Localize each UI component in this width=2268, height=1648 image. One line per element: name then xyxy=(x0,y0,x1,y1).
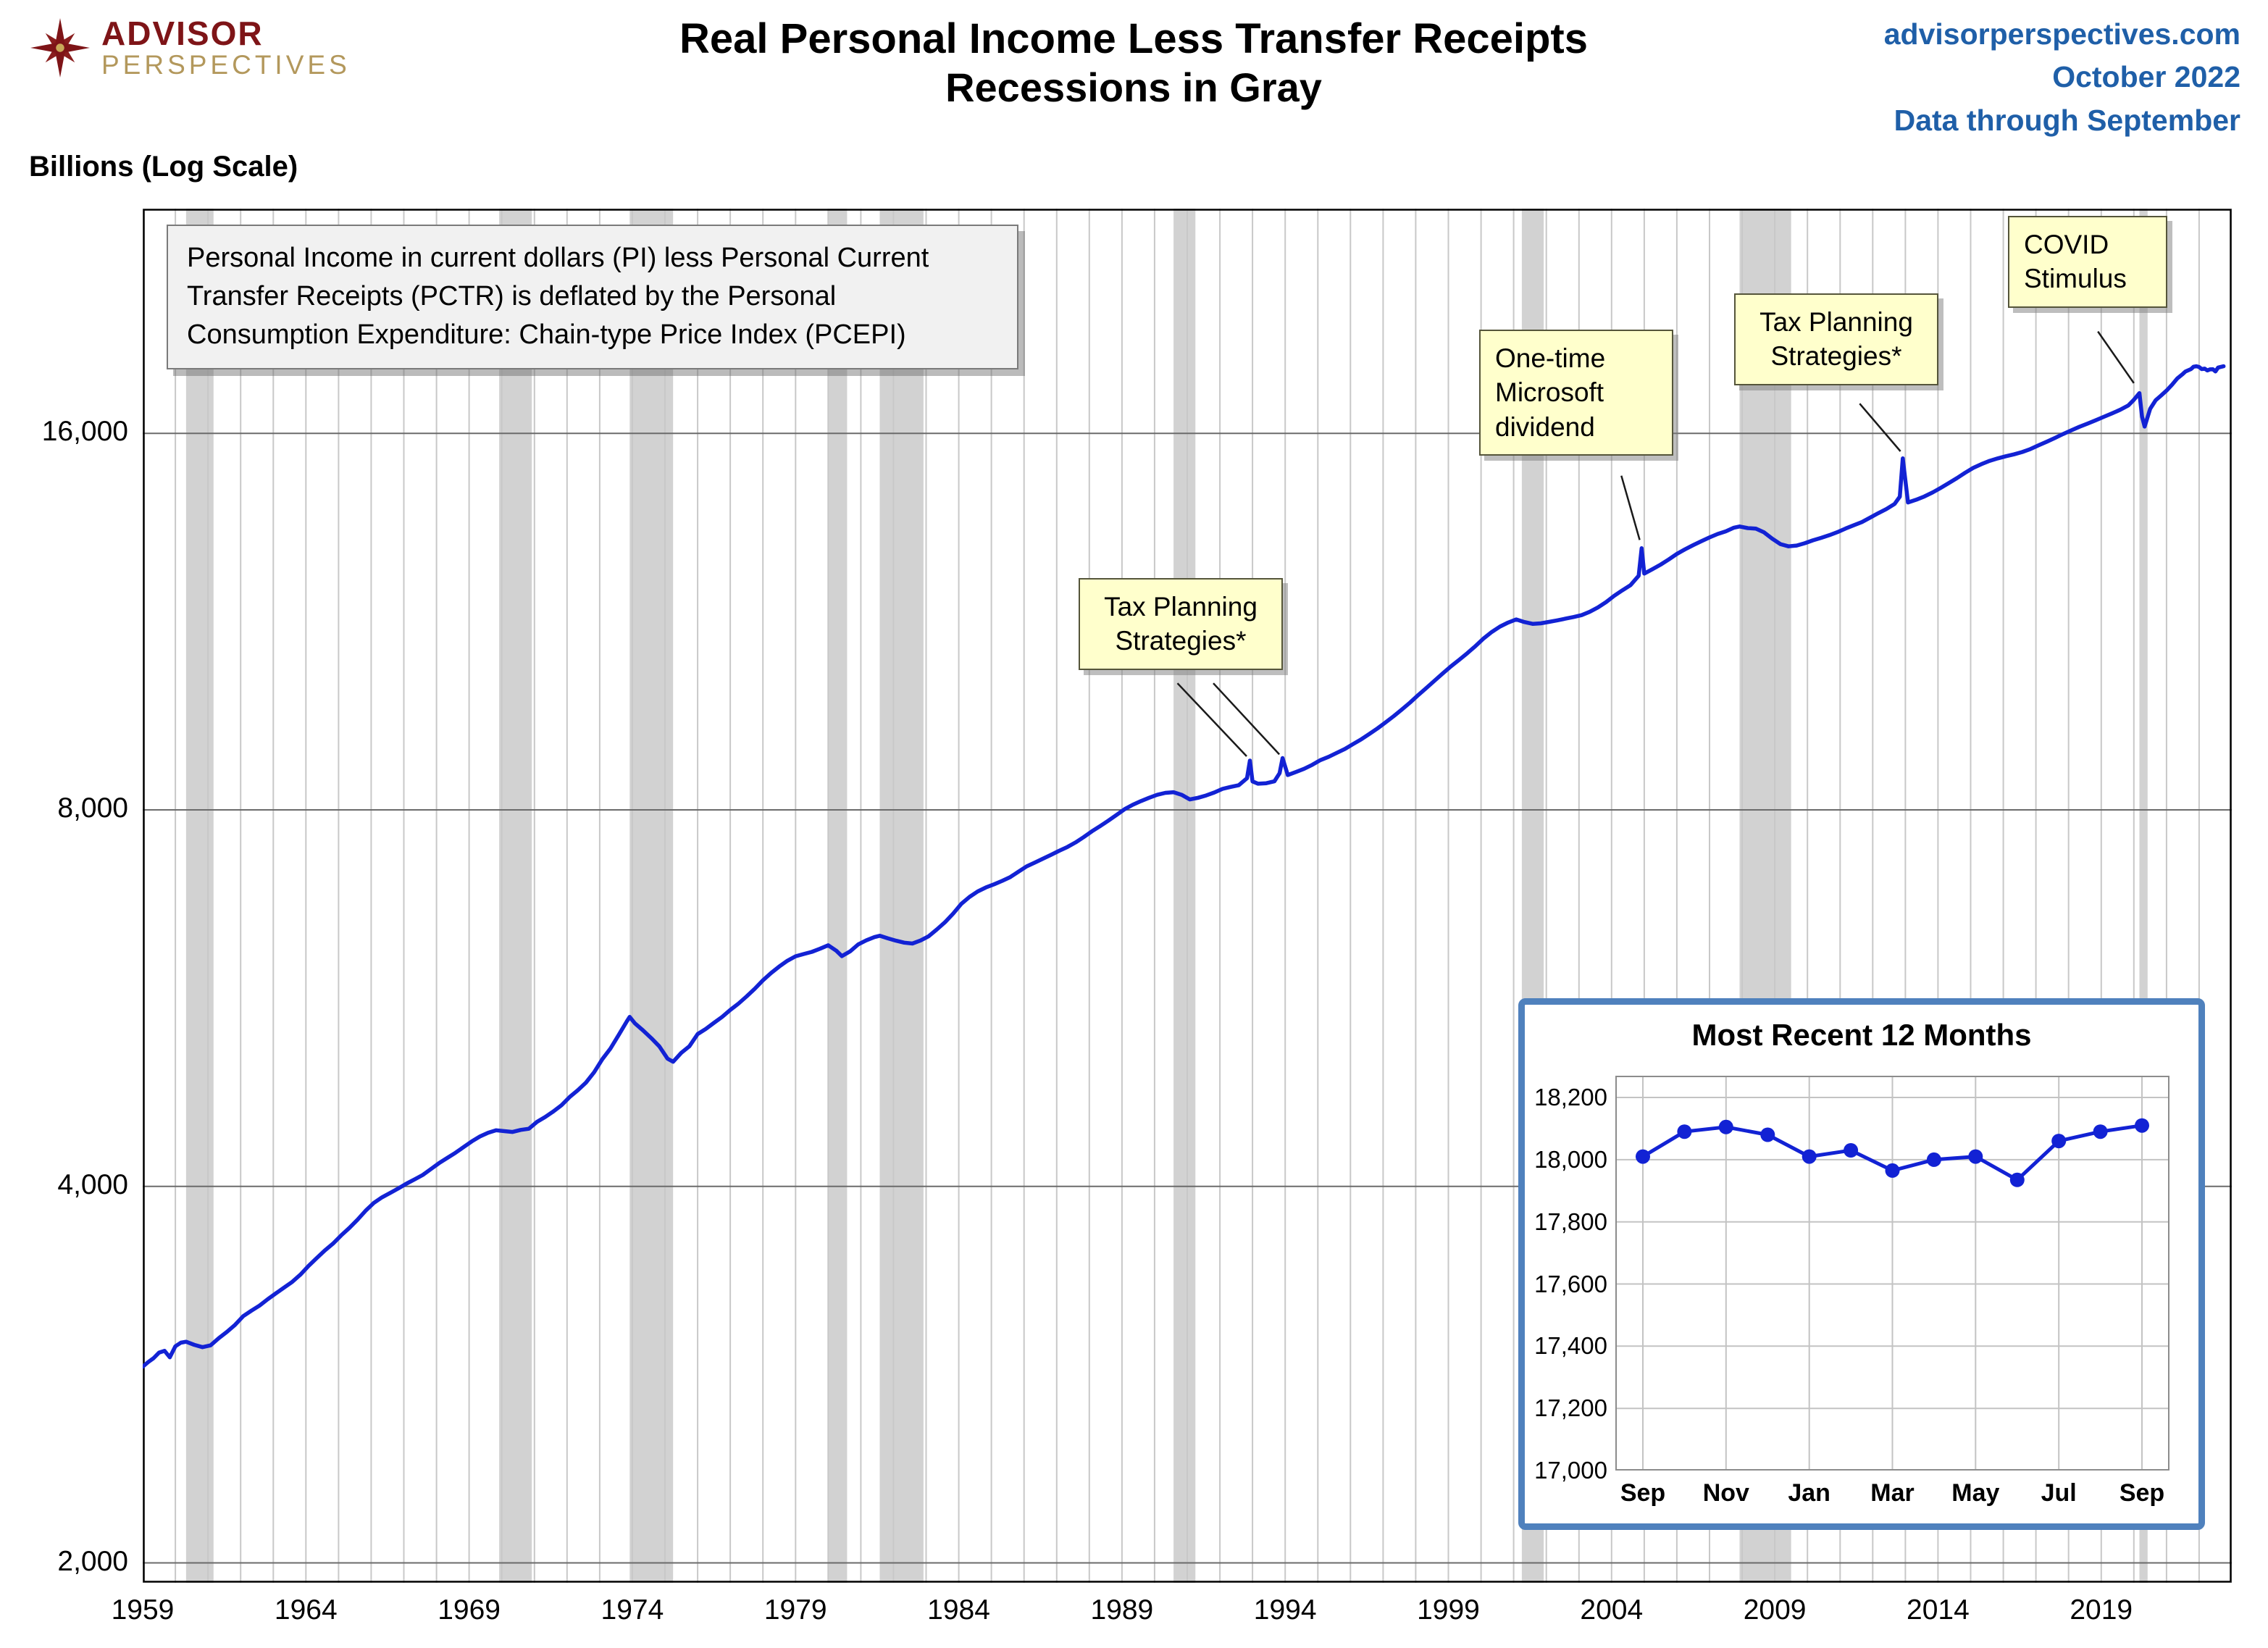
logo-text-advisor: ADVISOR xyxy=(101,14,264,52)
y-tick-label: 4,000 xyxy=(57,1168,128,1200)
inset-x-tick-label: Sep xyxy=(2119,1479,2165,1507)
title-block: Real Personal Income Less Transfer Recei… xyxy=(579,14,1688,112)
x-tick-label: 2009 xyxy=(1743,1594,1807,1626)
x-tick-label: 1959 xyxy=(111,1594,175,1626)
x-tick-label: 1974 xyxy=(601,1594,664,1626)
y-tick-label: 8,000 xyxy=(57,792,128,824)
x-tick-label: 2004 xyxy=(1580,1594,1644,1626)
inset-y-tick-label: 17,400 xyxy=(1534,1332,1607,1360)
x-tick-label: 1984 xyxy=(927,1594,990,1626)
source-note: Data through September xyxy=(1894,103,2240,137)
inset-y-tick-label: 18,200 xyxy=(1534,1084,1607,1111)
y-tick-label: 16,000 xyxy=(41,416,128,448)
main-plot-svg xyxy=(143,209,2232,1583)
inset-y-tick-label: 17,200 xyxy=(1534,1394,1607,1422)
inset-x-tick-label: Jan xyxy=(1788,1479,1830,1507)
source-site: advisorperspectives.com xyxy=(1883,17,2240,51)
x-tick-label: 1999 xyxy=(1417,1594,1480,1626)
annotation-tax-planning-1993: Tax Planning Strategies* xyxy=(1079,578,1283,670)
y-tick-label: 2,000 xyxy=(57,1545,128,1577)
inset-x-tick-label: Mar xyxy=(1870,1479,1915,1507)
x-tick-label: 2019 xyxy=(2070,1594,2133,1626)
inset-chart: Most Recent 12 Months 17,000 17,200 17,400… xyxy=(1518,998,2205,1530)
advisor-perspectives-logo: ADVISOR PERSPECTIVES xyxy=(30,16,351,80)
inset-y-tick-label: 17,600 xyxy=(1534,1270,1607,1297)
source-block: advisorperspectives.com October 2022 Dat… xyxy=(1884,13,2240,142)
annotation-tax-planning-2012: Tax Planning Strategies* xyxy=(1734,293,1938,385)
logo-text-perspectives: PERSPECTIVES xyxy=(101,50,351,80)
main-chart: Personal Income in current dollars (PI) … xyxy=(143,209,2232,1583)
methodology-note: Personal Income in current dollars (PI) … xyxy=(167,225,1018,369)
inset-y-tick-label: 17,800 xyxy=(1534,1208,1607,1235)
annotation-covid-stimulus: COVID Stimulus xyxy=(2008,216,2167,308)
x-tick-label: 2014 xyxy=(1907,1594,1970,1626)
x-tick-label: 1979 xyxy=(763,1594,827,1626)
chart-subtitle: Recessions in Gray xyxy=(945,64,1322,111)
inset-y-tick-label: 18,000 xyxy=(1534,1145,1607,1173)
source-date: October 2022 xyxy=(2052,60,2240,94)
inset-x-tick-label: May xyxy=(1951,1479,2000,1507)
inset-x-tick-label: Sep xyxy=(1620,1479,1666,1507)
inset-x-tick-label: Nov xyxy=(1702,1479,1749,1507)
x-tick-label: 1989 xyxy=(1090,1594,1154,1626)
inset-y-tick-label: 17,000 xyxy=(1534,1457,1607,1484)
x-tick-label: 1994 xyxy=(1253,1594,1317,1626)
y-axis-title: Billions (Log Scale) xyxy=(29,151,298,183)
logo-text: ADVISOR PERSPECTIVES xyxy=(101,16,351,80)
x-tick-label: 1964 xyxy=(274,1594,338,1626)
inset-title: Most Recent 12 Months xyxy=(1691,1018,2032,1052)
inset-plot-svg xyxy=(1615,1076,2169,1471)
annotation-one-time-microsoft-dividend: One-time Microsoft dividend xyxy=(1479,330,1673,456)
x-tick-label: 1969 xyxy=(438,1594,501,1626)
compass-star-icon xyxy=(30,18,90,78)
inset-x-tick-label: Jul xyxy=(2041,1479,2077,1507)
chart-title: Real Personal Income Less Transfer Recei… xyxy=(679,15,1588,62)
